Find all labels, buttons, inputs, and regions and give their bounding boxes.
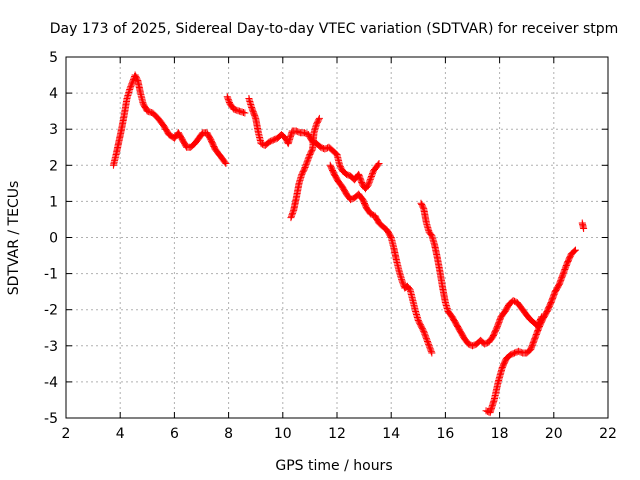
data-point	[288, 211, 296, 219]
data-point	[287, 212, 295, 220]
data-point	[303, 159, 311, 167]
data-point	[367, 172, 375, 180]
data-point	[305, 153, 313, 161]
data-point	[398, 277, 406, 285]
data-point	[421, 330, 429, 338]
x-axis-label: GPS time / hours	[275, 458, 392, 474]
data-point	[366, 177, 374, 185]
y-tick-label: 2	[49, 158, 58, 174]
data-point	[580, 224, 588, 232]
data-points	[109, 71, 588, 417]
plot-frame	[65, 56, 609, 419]
chart-title: Day 173 of 2025, Sidereal Day-to-day VTE…	[50, 21, 619, 37]
data-point	[223, 93, 231, 101]
x-tick-label: 10	[274, 426, 292, 442]
x-tick-label: 14	[382, 426, 400, 442]
data-point	[425, 340, 433, 348]
data-point	[570, 247, 578, 255]
y-tick-label: -1	[44, 267, 58, 283]
data-point	[364, 181, 372, 189]
data-point	[127, 83, 135, 91]
data-point	[368, 171, 376, 179]
data-point	[399, 278, 407, 286]
data-point	[224, 94, 232, 102]
x-tick-label: 12	[328, 426, 346, 442]
data-point	[221, 158, 229, 166]
data-point	[374, 161, 382, 169]
data-point	[571, 246, 579, 254]
data-point	[315, 114, 323, 122]
data-point	[224, 96, 232, 104]
data-point	[366, 175, 374, 183]
x-tick-label: 8	[224, 426, 233, 442]
data-point	[421, 332, 429, 340]
data-point	[289, 209, 297, 217]
data-point	[427, 346, 435, 354]
data-point	[427, 348, 435, 356]
data-point	[375, 159, 383, 167]
y-axis-label: SDTVAR / TECUs	[6, 181, 22, 296]
data-point	[315, 116, 323, 124]
y-tick-label: -2	[44, 303, 58, 319]
data-point	[422, 333, 430, 341]
y-tick-label: -5	[44, 411, 58, 427]
data-point	[422, 335, 430, 343]
data-point	[300, 165, 308, 173]
data-point	[222, 159, 230, 167]
data-point	[369, 170, 377, 178]
data-point	[126, 85, 134, 93]
grid-lines	[66, 57, 608, 418]
data-point	[303, 158, 311, 166]
data-point	[127, 81, 135, 89]
data-point	[424, 339, 432, 347]
data-point	[301, 163, 309, 171]
data-point	[399, 280, 407, 288]
x-tick-label: 20	[545, 426, 563, 442]
y-tick-label: 1	[49, 194, 58, 210]
y-tick-label: 4	[49, 86, 58, 102]
x-tick-label: 22	[599, 426, 617, 442]
data-point	[225, 97, 233, 105]
data-point	[287, 214, 295, 222]
x-tick-label: 18	[491, 426, 509, 442]
x-tick-label: 6	[170, 426, 179, 442]
y-tick-label: 5	[49, 50, 58, 66]
data-point	[302, 162, 310, 170]
data-point	[304, 155, 312, 163]
data-point	[425, 342, 433, 350]
y-tick-label: 0	[49, 231, 58, 247]
data-point	[426, 345, 434, 353]
data-point	[289, 208, 297, 216]
data-point	[302, 161, 310, 169]
data-point	[420, 329, 428, 337]
data-point	[128, 80, 136, 88]
data-point	[365, 180, 373, 188]
data-point	[426, 343, 434, 351]
data-point	[367, 174, 375, 182]
y-tick-label: 3	[49, 122, 58, 138]
x-tick-label: 4	[116, 426, 125, 442]
data-point	[428, 349, 436, 357]
data-point	[423, 336, 431, 344]
x-tick-label: 2	[62, 426, 71, 442]
data-point	[365, 178, 373, 186]
y-tick-label: -3	[44, 339, 58, 355]
x-tick-label: 16	[436, 426, 454, 442]
data-point	[304, 156, 312, 164]
data-point	[420, 327, 428, 335]
data-point	[241, 109, 249, 117]
y-tick-label: -4	[44, 375, 58, 391]
data-point	[126, 84, 134, 92]
data-point	[424, 337, 432, 345]
